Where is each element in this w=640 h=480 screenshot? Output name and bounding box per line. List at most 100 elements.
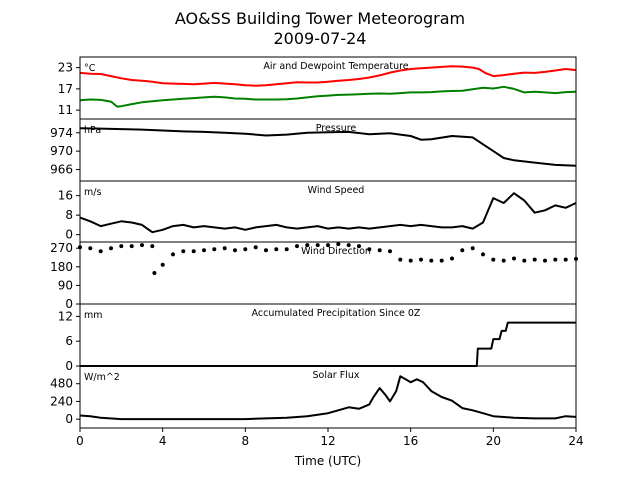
wind-direction-point bbox=[129, 244, 134, 249]
accumulated-precipitation-since-0z-ytick-label: 6 bbox=[65, 334, 73, 348]
wind-direction-point bbox=[222, 246, 227, 251]
x-tick-label: 24 bbox=[568, 434, 583, 448]
panel-temperature: 11 17 23 Air and Dewpoint Temperature °C bbox=[58, 56, 577, 120]
accumulated-precipitation-since-0z-ytick-label: 0 bbox=[65, 359, 73, 373]
wind-direction-point bbox=[315, 243, 320, 248]
x-tick-label: 4 bbox=[159, 434, 167, 448]
panel-pressure: 966 970 974 Pressure hPa bbox=[50, 118, 577, 182]
panel-precipitation: 0 6 12 Accumulated Precipitation Since 0Z mm bbox=[58, 303, 577, 373]
solar-flux-ytick-label: 480 bbox=[50, 377, 73, 391]
x-tick-label: 16 bbox=[403, 434, 418, 448]
wind-direction-point bbox=[98, 249, 103, 254]
wind-direction-point bbox=[532, 257, 537, 262]
solar-flux-ytick-label: 0 bbox=[65, 412, 73, 426]
pressure-ytick-label: 970 bbox=[50, 144, 73, 158]
wind-direction-point bbox=[295, 244, 299, 249]
wind-direction-point bbox=[501, 258, 506, 263]
wind-speed-unit-label: m/s bbox=[84, 187, 101, 198]
wind-direction-point bbox=[460, 248, 465, 253]
pressure-unit-label: hPa bbox=[84, 125, 101, 136]
wind-direction-point bbox=[470, 246, 475, 251]
accumulated-precipitation-since-0z-panel-title: Accumulated Precipitation Since 0Z bbox=[252, 308, 421, 319]
pressure-panel-title: Pressure bbox=[316, 123, 357, 134]
wind-speed-ytick-label: 16 bbox=[58, 189, 73, 203]
wind-direction-point bbox=[563, 257, 568, 262]
solar-flux-unit-label: W/m^2 bbox=[84, 372, 120, 383]
panel-solar-flux: 0 240 480 Solar Flux W/m^2 bbox=[50, 365, 577, 429]
wind-direction-point bbox=[152, 271, 157, 275]
solar-flux-panel-title: Solar Flux bbox=[313, 370, 360, 381]
wind-direction-point bbox=[109, 246, 113, 251]
wind-direction-ytick-label: 270 bbox=[50, 241, 73, 255]
wind-direction-point bbox=[512, 256, 516, 261]
air-and-dewpoint-temperature-unit-label: °C bbox=[84, 63, 96, 74]
accumulated-precipitation-since-0z-series-1-line bbox=[80, 321, 576, 367]
x-tick-label: 20 bbox=[486, 434, 501, 448]
wind-direction-point bbox=[264, 248, 268, 253]
wind-direction-point bbox=[233, 248, 237, 253]
solar-flux-ytick-label: 240 bbox=[50, 394, 73, 408]
accumulated-precipitation-since-0z-unit-label: mm bbox=[84, 310, 103, 321]
wind-direction-point bbox=[346, 243, 351, 248]
figure-title-line2: 2009-07-24 bbox=[274, 29, 367, 48]
wind-direction-point bbox=[481, 252, 485, 257]
x-axis-ticks: 0 4 8 12 16 20 24 bbox=[76, 428, 584, 448]
solar-flux-series-1-line bbox=[79, 375, 577, 421]
wind-direction-point bbox=[243, 247, 248, 252]
air-and-dewpoint-temperature-ytick-label: 23 bbox=[58, 61, 73, 75]
wind-direction-ytick-label: 180 bbox=[50, 260, 73, 274]
wind-direction-point bbox=[398, 257, 403, 262]
wind-direction-point bbox=[212, 247, 217, 252]
x-tick-label: 12 bbox=[320, 434, 335, 448]
wind-speed-series-1-line bbox=[79, 192, 577, 234]
wind-direction-point bbox=[284, 247, 289, 252]
wind-direction-point bbox=[408, 258, 413, 263]
air-and-dewpoint-temperature-panel-title: Air and Dewpoint Temperature bbox=[263, 61, 408, 72]
wind-direction-point bbox=[419, 257, 423, 262]
wind-speed-ytick-label: 8 bbox=[65, 208, 73, 222]
wind-direction-point bbox=[522, 258, 527, 263]
x-tick-label: 0 bbox=[76, 434, 84, 448]
panel-wind-direction: 0 90 180 270 Wind Direction bbox=[50, 241, 578, 311]
pressure-series-1-line bbox=[79, 127, 577, 167]
accumulated-precipitation-since-0z-ytick-label: 12 bbox=[58, 309, 73, 323]
wind-direction-point bbox=[367, 247, 372, 252]
wind-direction-point bbox=[377, 248, 382, 253]
wind-direction-point bbox=[181, 249, 186, 254]
wind-direction-point bbox=[140, 243, 144, 248]
wind-direction-point bbox=[274, 247, 279, 252]
air-and-dewpoint-temperature-ytick-label: 11 bbox=[58, 103, 73, 117]
wind-direction-point bbox=[253, 245, 258, 250]
figure-title-line1: AO&SS Building Tower Meteorogram bbox=[175, 9, 465, 28]
pressure-ytick-label: 974 bbox=[50, 126, 73, 140]
wind-direction-point bbox=[202, 248, 206, 253]
air-and-dewpoint-temperature-ytick-label: 17 bbox=[58, 82, 73, 96]
wind-direction-ytick-label: 90 bbox=[58, 278, 73, 292]
wind-direction-point bbox=[160, 262, 165, 267]
wind-direction-point bbox=[491, 257, 496, 262]
wind-direction-point bbox=[171, 252, 175, 257]
panel-wind-speed: 0 8 16 Wind Speed m/s bbox=[58, 180, 577, 243]
wind-direction-point bbox=[305, 243, 310, 248]
wind-direction-ytick-label: 0 bbox=[65, 297, 73, 311]
wind-direction-point bbox=[388, 249, 392, 254]
wind-direction-point bbox=[191, 249, 196, 254]
wind-direction-point bbox=[553, 257, 558, 262]
wind-direction-point bbox=[150, 244, 155, 249]
wind-direction-point bbox=[119, 244, 124, 249]
wind-direction-point bbox=[543, 258, 547, 263]
wind-speed-ytick-label: 0 bbox=[65, 228, 73, 242]
wind-direction-point bbox=[326, 243, 330, 248]
x-axis-label: Time (UTC) bbox=[294, 454, 361, 468]
x-tick-label: 8 bbox=[242, 434, 250, 448]
wind-speed-panel-title: Wind Speed bbox=[308, 185, 365, 196]
wind-direction-point bbox=[450, 256, 454, 261]
wind-direction-point bbox=[88, 246, 93, 251]
air-and-dewpoint-temperature-series-1-line bbox=[79, 65, 577, 87]
wind-direction-panel-title: Wind Direction bbox=[301, 246, 371, 257]
pressure-ytick-label: 966 bbox=[50, 163, 73, 177]
wind-direction-point bbox=[429, 258, 434, 263]
wind-direction-point bbox=[439, 258, 444, 263]
wind-direction-point bbox=[357, 244, 361, 249]
